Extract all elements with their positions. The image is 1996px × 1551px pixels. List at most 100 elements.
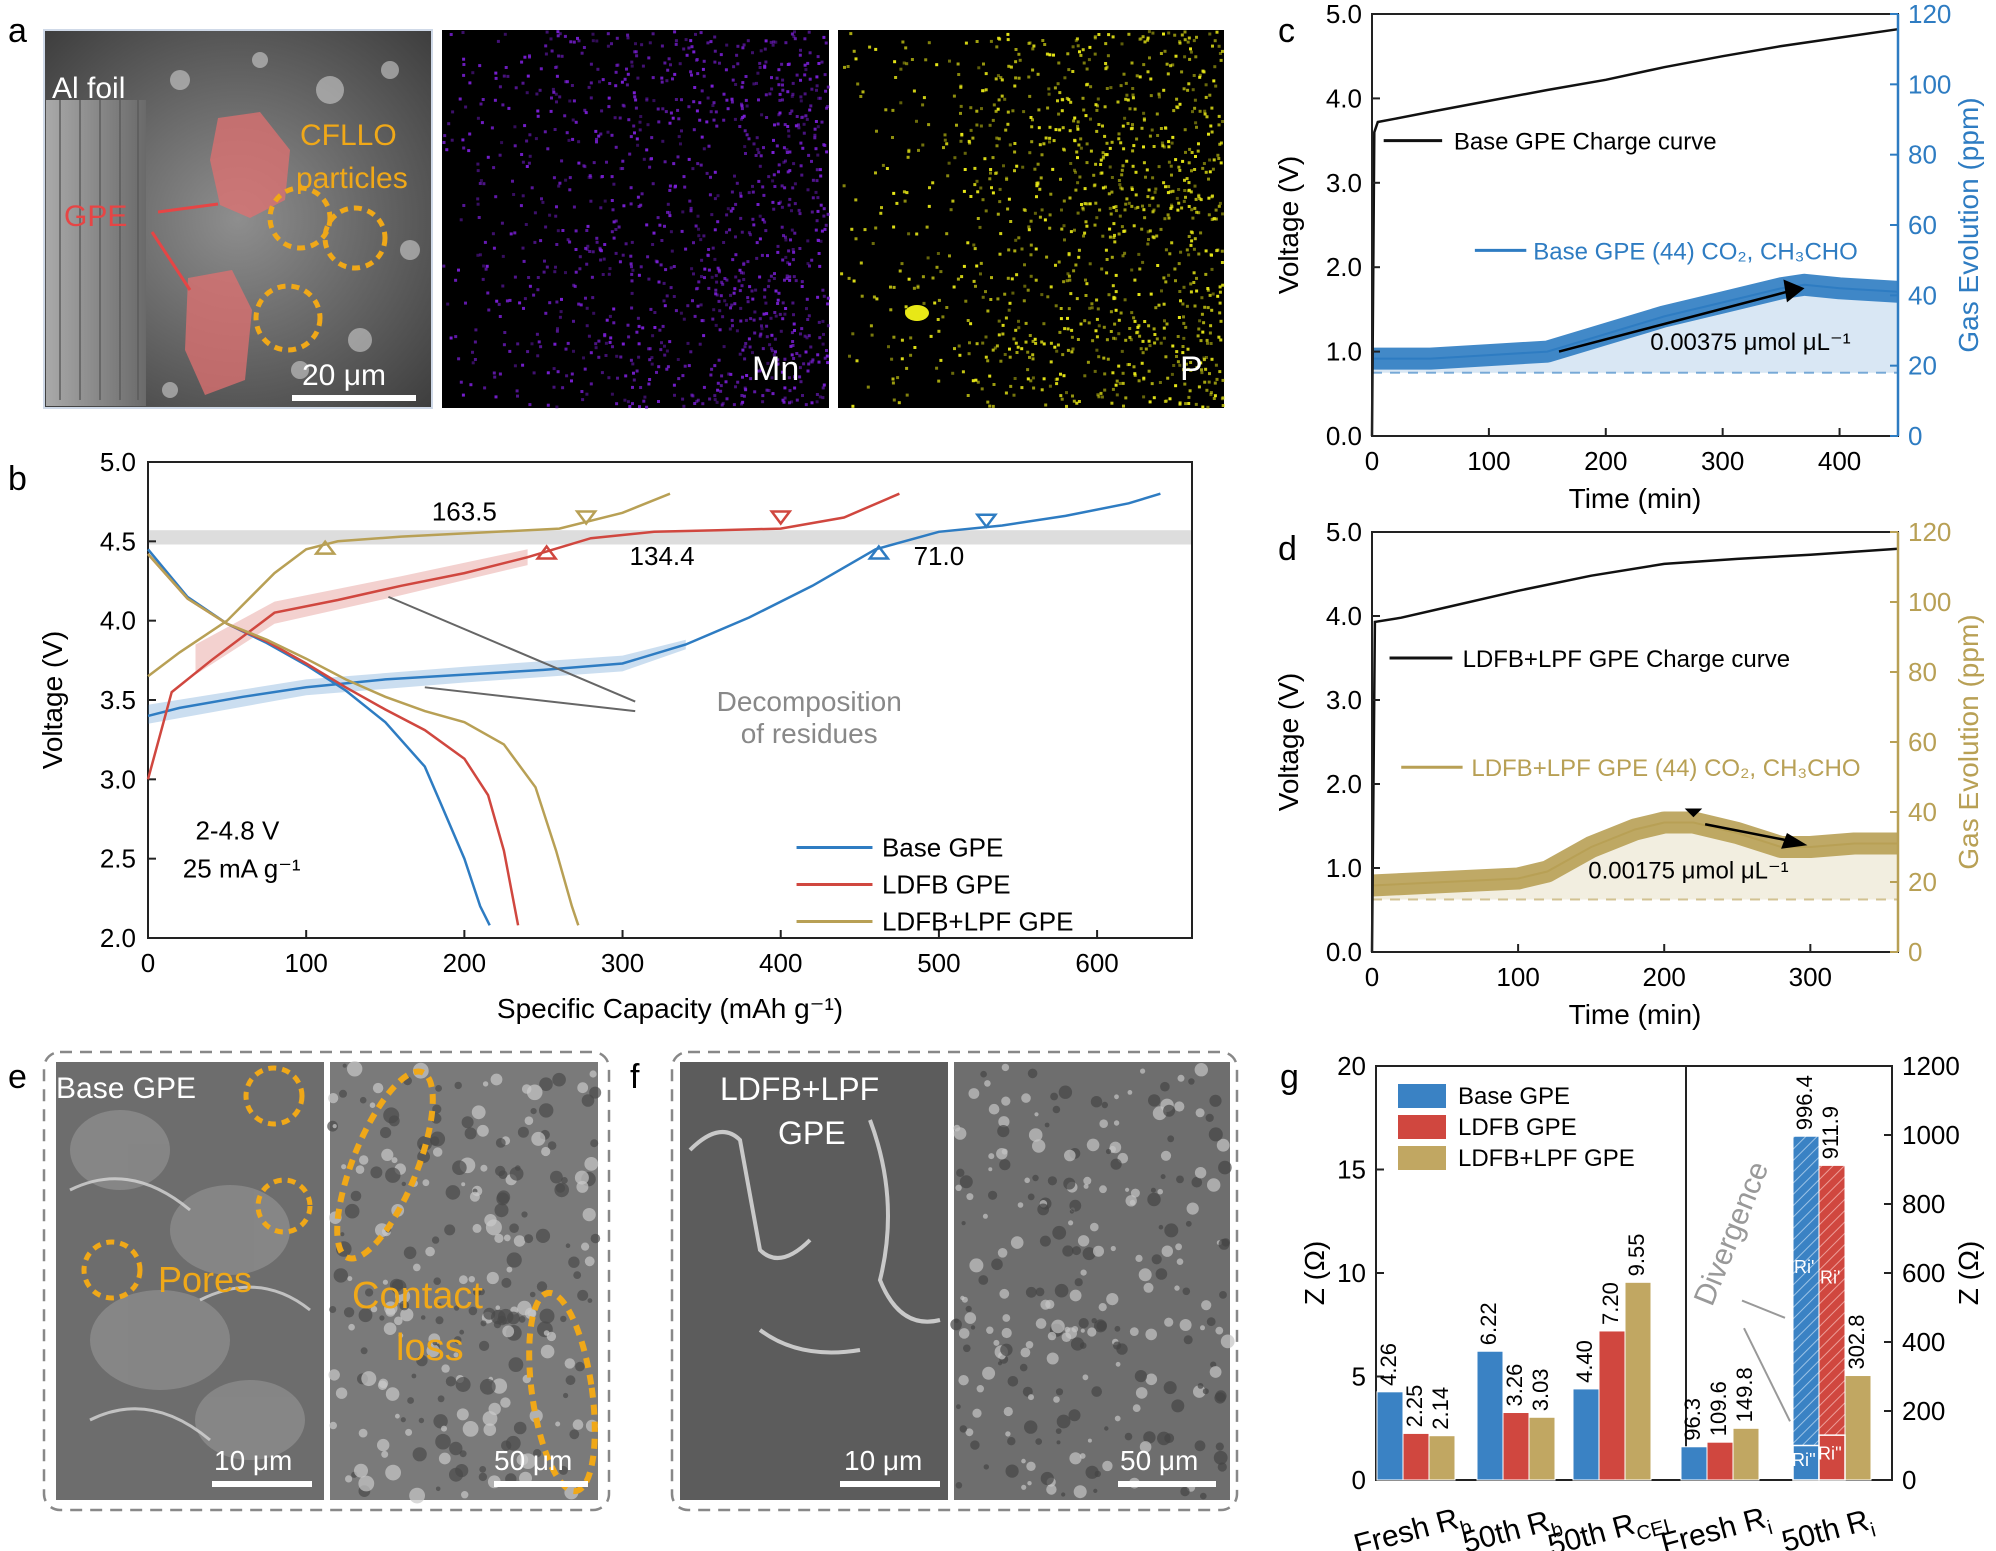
mn-pixel [753, 331, 757, 335]
mn-pixel [587, 85, 591, 89]
mn-pixel [757, 151, 761, 155]
scale-label-a: 20 μm [302, 359, 386, 392]
speckle [978, 1275, 989, 1285]
speckle [996, 1148, 1008, 1160]
mn-pixel [637, 342, 641, 346]
gpe-region-2 [185, 270, 252, 395]
mn-pixel [824, 41, 828, 45]
mn-pixel [574, 248, 578, 251]
mn-pixel [637, 205, 641, 208]
mn-pixel [755, 136, 759, 140]
speckle [468, 1306, 478, 1316]
ldfb-shaded-band [195, 549, 528, 675]
mn-pixel [647, 56, 651, 60]
p-pixel [1027, 225, 1031, 229]
p-pixel [995, 171, 999, 175]
p-pixel [1210, 308, 1214, 312]
x-tick-label: 500 [917, 948, 960, 978]
mn-pixel [776, 302, 780, 305]
speckle [1074, 1278, 1083, 1287]
speckle [359, 1155, 369, 1165]
mn-pixel [493, 98, 497, 102]
mn-pixel [668, 121, 672, 125]
p-pixel [1181, 302, 1185, 306]
mn-pixel [775, 76, 779, 80]
mn-pixel [586, 244, 590, 248]
p-pixel [986, 309, 990, 313]
speckle [1202, 1388, 1209, 1395]
p-pixel [1106, 54, 1110, 58]
mn-pixel [578, 267, 582, 271]
mn-pixel [549, 109, 553, 113]
speckle [1017, 1202, 1024, 1208]
speckle [1002, 1314, 1011, 1322]
p-pixel [1187, 253, 1191, 257]
mn-pixel [626, 323, 630, 327]
mn-pixel [738, 352, 742, 356]
p-pixel [979, 272, 982, 276]
p-pixel [1197, 327, 1201, 331]
p-pixel [1120, 42, 1124, 46]
p-pixel [1197, 211, 1201, 215]
speckle [1102, 1460, 1113, 1472]
speckle [479, 1340, 490, 1351]
speckle [441, 1425, 447, 1432]
mn-pixel [628, 405, 632, 408]
mn-pixel [661, 139, 665, 143]
marker-base-end [974, 513, 998, 529]
p-pixel [1162, 336, 1166, 340]
mn-pixel [790, 32, 794, 36]
p-pixel [1003, 353, 1007, 356]
p-pixel [861, 90, 865, 94]
mn-pixel [673, 30, 677, 34]
speckle [969, 1258, 984, 1273]
mn-pixel [713, 398, 717, 402]
p-pixel [1048, 125, 1052, 129]
p-pixel [1202, 162, 1206, 165]
mn-pixel [502, 343, 506, 347]
mn-pixel [786, 125, 790, 128]
mn-pixel [627, 335, 631, 339]
mn-pixel [650, 356, 654, 360]
mn-pixel [482, 264, 486, 268]
p-pixel [951, 371, 955, 375]
mn-pixel [740, 107, 744, 111]
mn-pixel [807, 153, 811, 157]
mn-pixel [611, 208, 615, 212]
p-pixel [1060, 227, 1064, 231]
p-pixel [1166, 191, 1170, 195]
p-pixel [1167, 31, 1171, 35]
speckle [1052, 1105, 1061, 1114]
speckle [1129, 1327, 1139, 1336]
mn-pixel [668, 188, 672, 192]
mn-pixel [599, 249, 603, 253]
p-pixel [1057, 112, 1061, 116]
p-pixel [1130, 61, 1134, 65]
speckle [1090, 1222, 1099, 1232]
p-pixel [1198, 197, 1202, 200]
speckle [581, 1094, 595, 1107]
mn-pixel [817, 62, 821, 65]
p-pixel [1180, 33, 1184, 37]
p-pixel [1189, 368, 1193, 372]
speckle [1176, 1258, 1184, 1265]
mn-pixel [736, 380, 740, 384]
mn-pixel [716, 388, 720, 392]
mn-pixel [769, 274, 773, 278]
p-pixel [1095, 298, 1099, 302]
p-pixel [1199, 231, 1203, 235]
p-pixel [1123, 116, 1127, 120]
p-pixel [1084, 114, 1088, 118]
p-pixel [1164, 185, 1167, 189]
mn-pixel [604, 354, 608, 357]
p-pixel [1086, 360, 1090, 364]
mn-pixel [741, 375, 744, 379]
p-pixel [1158, 381, 1162, 384]
mn-pixel [462, 57, 466, 61]
p-pixel [1148, 400, 1152, 404]
peak-marker [1684, 808, 1703, 818]
bar-1-1 [1502, 1412, 1530, 1481]
mn-pixel [566, 238, 570, 242]
mn-pixel [633, 131, 636, 135]
base-shaded-band [148, 639, 686, 724]
